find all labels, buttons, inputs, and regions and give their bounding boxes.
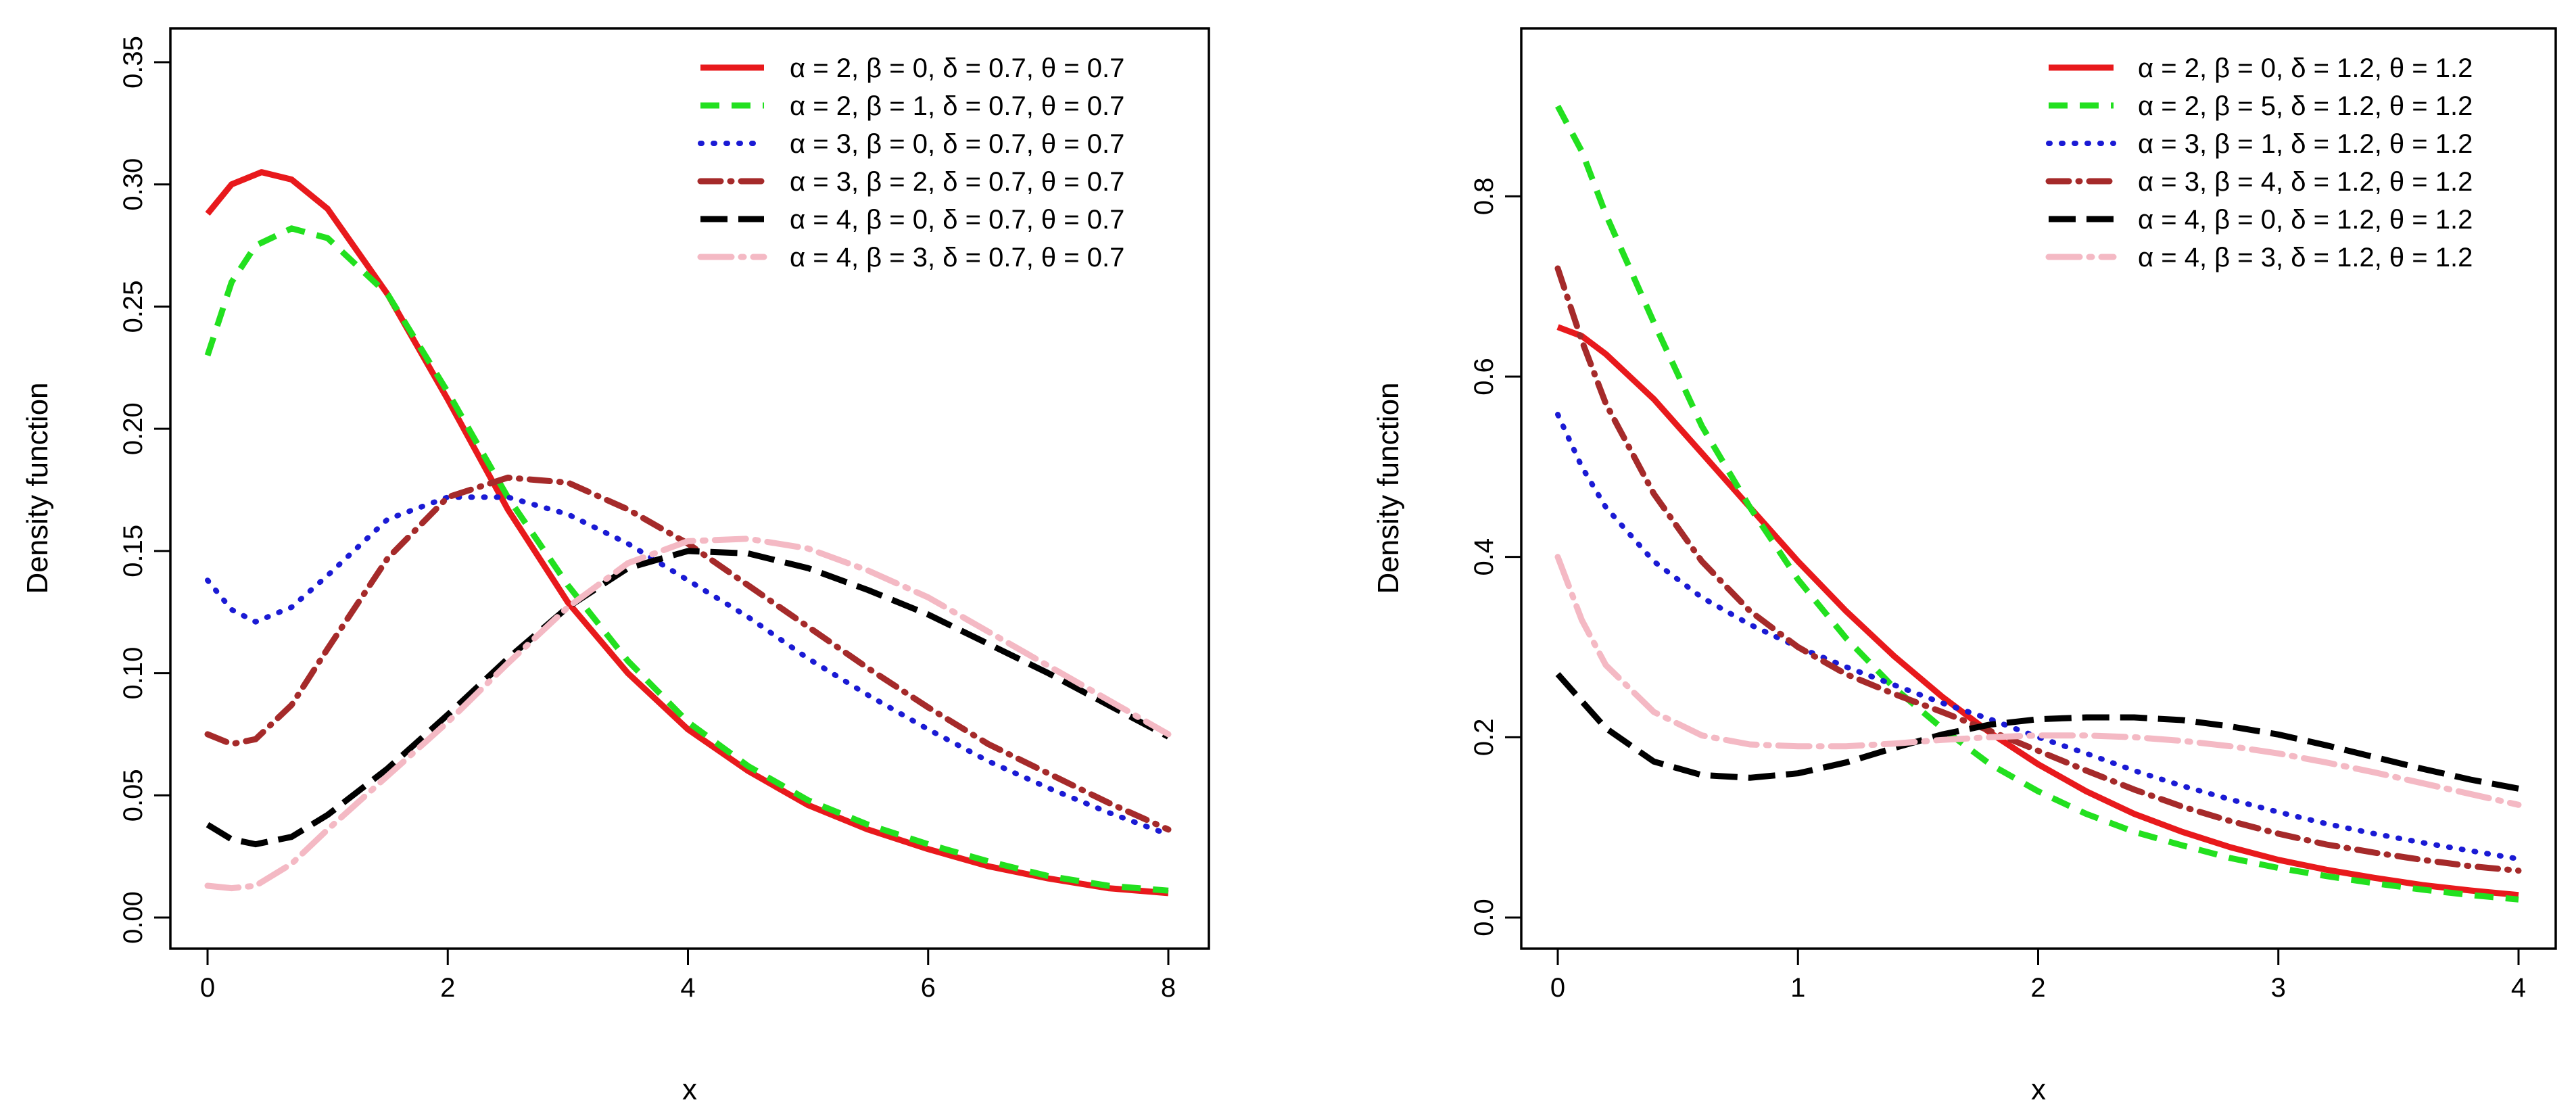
right-y-tick-label: 0.8: [1469, 178, 1499, 216]
right-series-lines: [1554, 104, 2522, 903]
right-y-tick-label: 0.6: [1469, 358, 1499, 396]
left-xlabel: x: [682, 1073, 697, 1106]
right-x-tick-label: 1: [1790, 973, 1805, 1003]
left-x-tick-label: 0: [200, 973, 215, 1003]
right-x-tick-label: 3: [2271, 973, 2286, 1003]
right-legend-label-3: α = 3, β = 1, δ = 1.2, θ = 1.2: [2138, 129, 2473, 159]
left-y-tick-label: 0.35: [118, 36, 148, 89]
left-y-tick-label: 0.25: [118, 280, 148, 333]
right-legend-label-4: α = 3, β = 4, δ = 1.2, θ = 1.2: [2138, 167, 2473, 197]
right-legend-label-2: α = 2, β = 5, δ = 1.2, θ = 1.2: [2138, 91, 2473, 121]
right-x-tick-label: 4: [2511, 973, 2526, 1003]
left-y-tick-label: 0.20: [118, 402, 148, 455]
left-series-line-1: [205, 169, 1169, 897]
left-y-tick-label: 0.30: [118, 158, 148, 211]
left-legend: α = 2, β = 0, δ = 0.7, θ = 0.7 α = 2, β =…: [697, 53, 1124, 272]
left-chart-panel: 0 2 4 6 80.000.050.100.150.200.250.300.35 x …: [21, 27, 1210, 1106]
right-series-line-2: [1555, 104, 2519, 903]
right-legend-label-1: α = 2, β = 0, δ = 1.2, θ = 1.2: [2138, 53, 2473, 83]
right-legend: α = 2, β = 0, δ = 1.2, θ = 1.2 α = 2, β =…: [2045, 53, 2473, 272]
left-legend-label-5: α = 4, β = 0, δ = 0.7, θ = 0.7: [790, 205, 1124, 235]
right-x-tick-label: 2: [2030, 973, 2045, 1003]
right-legend-label-6: α = 4, β = 3, δ = 1.2, θ = 1.2: [2138, 243, 2473, 272]
left-series-line-3: [205, 494, 1171, 838]
left-series-lines: [204, 169, 1172, 897]
left-series-line-6: [204, 536, 1172, 892]
right-chart-panel: 0 1 2 3 40.00.20.40.60.8 x Density function …: [1372, 27, 2557, 1106]
right-y-tick-label: 0.0: [1469, 899, 1499, 936]
left-axes: 0 2 4 6 8 0.00 0.05 0.10 0.15 0.20 0.25 0.30 0.35: [118, 36, 1176, 1003]
right-ylabel: Density function: [1372, 382, 1405, 594]
right-series-line-6: [1554, 554, 2522, 808]
right-x-tick-label: 0: [1550, 973, 1565, 1003]
left-series-line-5: [206, 548, 1170, 848]
left-y-tick-label: 0.15: [118, 525, 148, 577]
right-y-tick-label: 0.2: [1469, 719, 1499, 757]
left-legend-label-3: α = 3, β = 0, δ = 0.7, θ = 0.7: [790, 129, 1124, 159]
left-legend-label-4: α = 3, β = 2, δ = 0.7, θ = 0.7: [790, 167, 1124, 197]
left-y-tick-label: 0.00: [118, 891, 148, 944]
right-legend-label-5: α = 4, β = 0, δ = 1.2, θ = 1.2: [2138, 205, 2473, 235]
right-axes: 0 1 2 3 4 0.0 0.2 0.4 0.6 0.8: [1469, 178, 2526, 1003]
right-series-line-4: [1554, 265, 2522, 874]
left-legend-label-1: α = 2, β = 0, δ = 0.7, θ = 0.7: [790, 53, 1124, 83]
left-x-tick-label: 2: [440, 973, 455, 1003]
right-y-tick-label: 0.4: [1469, 538, 1499, 576]
left-ylabel: Density function: [21, 382, 54, 594]
right-series-line-5: [1555, 672, 2519, 792]
left-x-tick-label: 6: [921, 973, 936, 1003]
left-series-line-2: [204, 225, 1169, 894]
left-y-tick-label: 0.10: [118, 647, 148, 700]
left-y-tick-label: 0.05: [118, 769, 148, 822]
left-legend-label-6: α = 4, β = 3, δ = 0.7, θ = 0.7: [790, 243, 1124, 272]
right-series-line-1: [1556, 324, 2519, 899]
right-series-line-3: [1555, 412, 2521, 862]
left-series-line-4: [204, 474, 1172, 833]
right-xlabel: x: [2031, 1073, 2046, 1106]
left-x-tick-label: 4: [680, 973, 695, 1003]
left-x-tick-label: 8: [1161, 973, 1176, 1003]
left-legend-label-2: α = 2, β = 1, δ = 0.7, θ = 0.7: [790, 91, 1124, 121]
